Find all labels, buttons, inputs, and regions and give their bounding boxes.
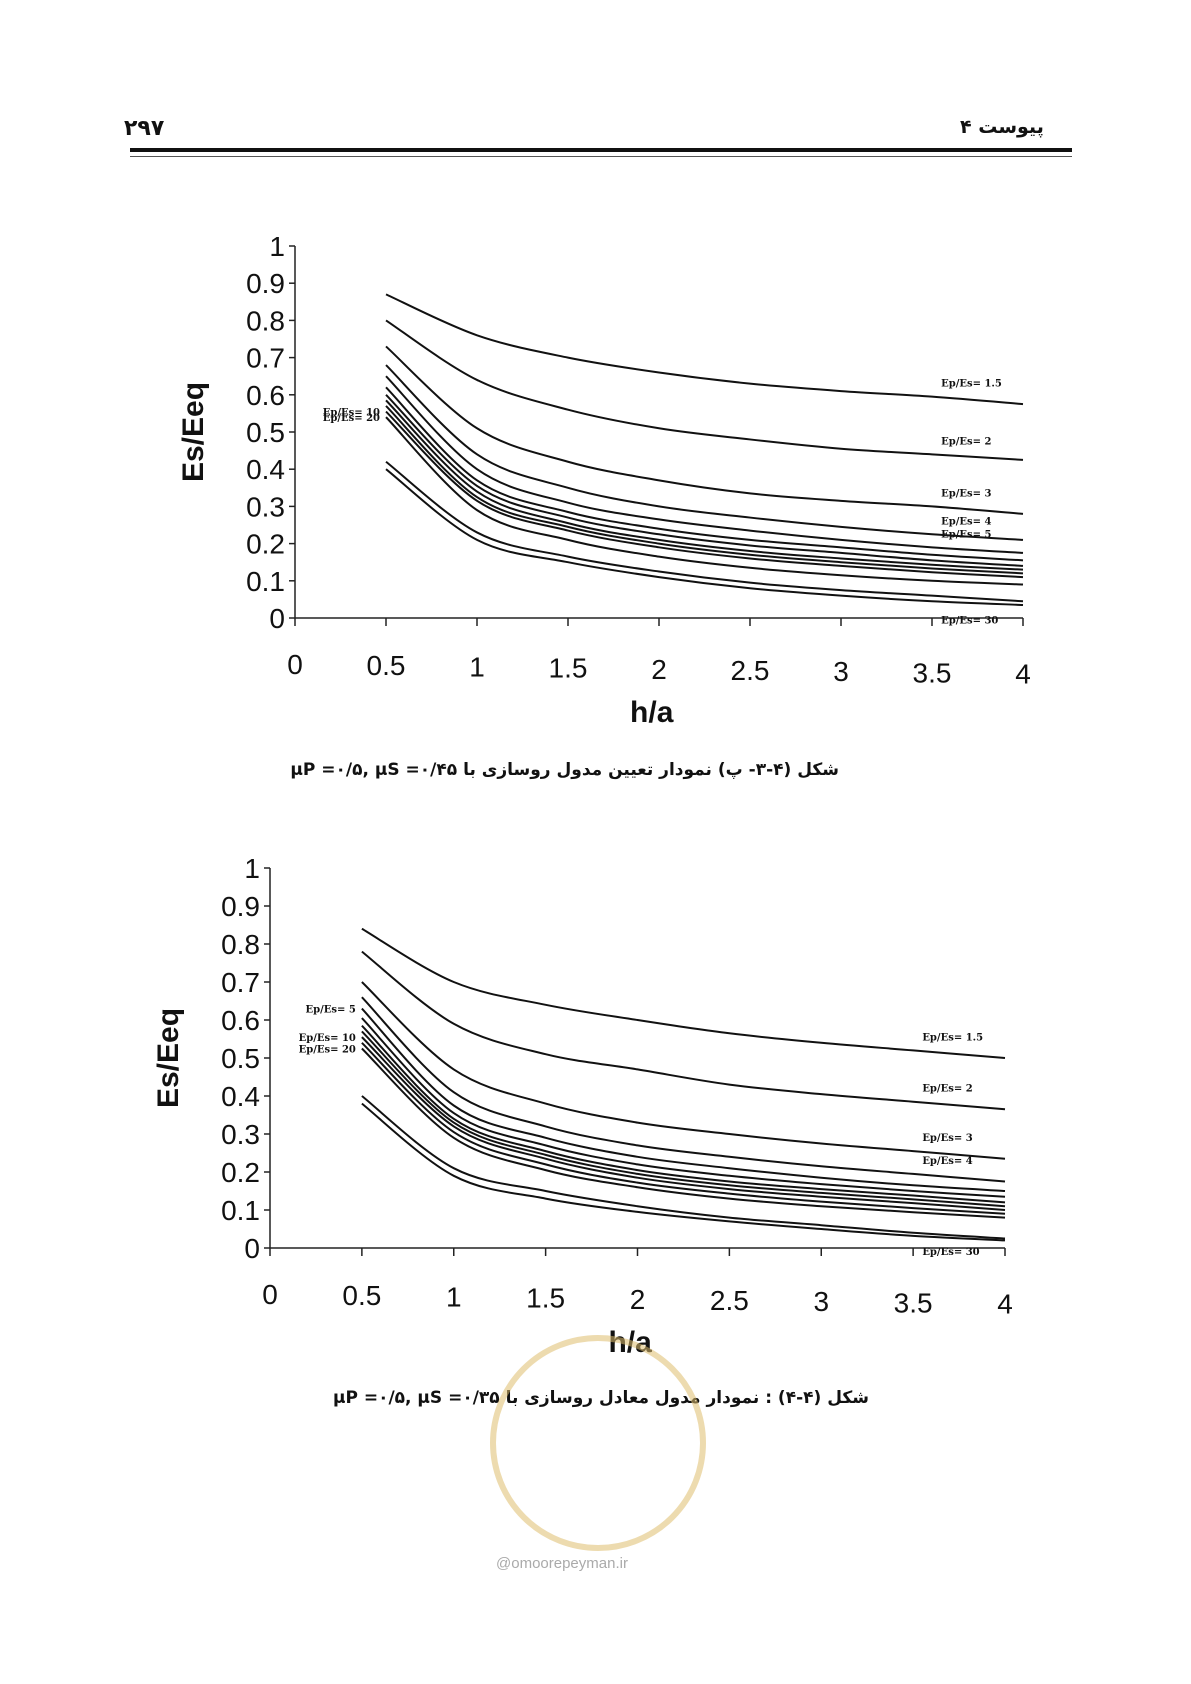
series-line-0 xyxy=(385,293,1024,406)
y-tick-label: 0.2 xyxy=(221,1157,260,1188)
x-tick-label: 2.5 xyxy=(710,1285,749,1316)
series-line-1 xyxy=(361,950,1006,1111)
x-tick-label: 0 xyxy=(287,649,303,680)
x-tick-label: 2.5 xyxy=(731,655,770,686)
chart-ep-es-curves-b: 0 0.1 0.2 0.3 0.4 0.5 0.6 0.7 0.8 0.9 1 0 0.5 1 1.5 2 2.… xyxy=(152,853,1013,1359)
series-line-11 xyxy=(361,1095,1006,1240)
series-line-4 xyxy=(385,375,1024,554)
series-line-2 xyxy=(361,981,1006,1160)
x-tick-label: 3 xyxy=(833,656,849,687)
x-tick-label: 0.5 xyxy=(367,650,406,681)
x-axis-label: h/a xyxy=(630,696,674,729)
x-tick-label: 1.5 xyxy=(526,1283,565,1314)
x-tick-label: 4 xyxy=(997,1289,1013,1320)
watermark-url: @omoorepeyman.ir xyxy=(496,1555,628,1572)
curve-label: Ep/Es= 3 xyxy=(941,488,991,499)
y-tick-label: 0.7 xyxy=(246,343,285,374)
y-tick-label: 0.6 xyxy=(221,1005,260,1036)
y-tick-label: 0.2 xyxy=(246,529,285,560)
x-tick-label: 3.5 xyxy=(894,1287,933,1318)
series-line-8 xyxy=(385,405,1024,575)
x-tick-label: 0 xyxy=(262,1279,278,1310)
y-axis-label: Es/Eeq xyxy=(177,382,210,482)
curve-label: Ep/Es= 2 xyxy=(941,436,991,447)
curve-label: Ep/Es= 20 xyxy=(299,1045,356,1056)
series-line-11 xyxy=(385,460,1024,603)
x-tick-label: 1 xyxy=(446,1281,462,1312)
y-tick-label: 0.4 xyxy=(221,1081,260,1112)
curve-label: Ep/Es= 20 xyxy=(323,413,380,424)
curve-label: Ep/Es= 30 xyxy=(941,615,998,626)
curve-label: Ep/Es= 2 xyxy=(922,1084,972,1095)
series-line-6 xyxy=(361,1024,1006,1204)
y-tick-label: 0.3 xyxy=(246,491,285,522)
curve-label: Ep/Es= 30 xyxy=(922,1247,979,1258)
series-line-7 xyxy=(385,399,1024,571)
y-tick-label: 0.9 xyxy=(221,891,260,922)
page-number: ۲۹۷ xyxy=(124,116,165,141)
y-tick-label: 0.5 xyxy=(246,417,285,448)
series-line-9 xyxy=(361,1042,1006,1215)
x-tick-label: 3 xyxy=(813,1286,829,1317)
series-line-0 xyxy=(361,927,1006,1059)
curve-label: Ep/Es= 4 xyxy=(922,1156,972,1167)
y-axis-label: Es/Eeq xyxy=(152,1008,185,1108)
y-tick-label: 0.1 xyxy=(246,566,285,597)
header-rule xyxy=(130,148,1072,152)
y-tick-label: 0.1 xyxy=(221,1195,260,1226)
curve-label: Ep/Es= 4 xyxy=(941,516,991,527)
y-tick-label: 0 xyxy=(269,603,285,634)
series-line-10 xyxy=(361,1047,1006,1219)
y-tick-label: 0.5 xyxy=(221,1043,260,1074)
series-line-5 xyxy=(361,1017,1006,1198)
section-title: پیوست ۴ xyxy=(960,116,1044,138)
figure-caption-a: شکل (۴-۳- پ) نمودار تعیین مدول روسازی با… xyxy=(290,760,839,780)
x-tick-label: 3.5 xyxy=(913,657,952,688)
y-tick-label: 0.3 xyxy=(221,1119,260,1150)
curve-label: Ep/Es= 10 xyxy=(299,1033,356,1044)
y-tick-label: 1 xyxy=(269,231,285,262)
series-line-8 xyxy=(361,1036,1006,1211)
series-line-12 xyxy=(385,468,1024,606)
series-line-4 xyxy=(361,1007,1006,1192)
chart-ep-es-curves-a: 0 0.1 0.2 0.3 0.4 0.5 0.6 0.7 0.8 0.9 1 0 0.5 1 1.5 2 2.… xyxy=(177,231,1031,729)
curve-label: Ep/Es= 1.5 xyxy=(941,379,1002,390)
series-line-6 xyxy=(385,394,1024,567)
series-line-7 xyxy=(361,1030,1006,1208)
series-line-2 xyxy=(385,345,1024,515)
y-tick-label: 0.6 xyxy=(246,380,285,411)
y-tick-label: 0.7 xyxy=(221,967,260,998)
x-tick-label: 0.5 xyxy=(342,1280,381,1311)
y-tick-label: 0 xyxy=(244,1233,260,1264)
y-tick-label: 0.9 xyxy=(246,268,285,299)
series-line-3 xyxy=(385,364,1024,541)
x-tick-label: 2 xyxy=(651,654,667,685)
series-line-9 xyxy=(385,410,1024,579)
series-line-3 xyxy=(361,996,1006,1183)
series-line-5 xyxy=(385,386,1024,562)
x-tick-label: 2 xyxy=(630,1284,646,1315)
y-tick-label: 1 xyxy=(244,853,260,884)
curve-label: Ep/Es= 5 xyxy=(941,529,991,540)
series-line-1 xyxy=(385,319,1024,461)
series-line-12 xyxy=(361,1102,1006,1242)
curve-label: Ep/Es= 5 xyxy=(306,1005,356,1016)
watermark-seal xyxy=(490,1335,706,1551)
series-line-10 xyxy=(385,416,1024,586)
x-tick-label: 4 xyxy=(1015,659,1031,690)
curve-label: Ep/Es= 1.5 xyxy=(922,1032,983,1043)
curve-label: Ep/Es= 10 xyxy=(323,408,380,419)
y-tick-label: 0.8 xyxy=(246,305,285,336)
y-tick-label: 0.8 xyxy=(221,929,260,960)
y-tick-label: 0.4 xyxy=(246,454,285,485)
x-tick-label: 1.5 xyxy=(549,653,588,684)
curve-label: Ep/Es= 3 xyxy=(922,1133,972,1144)
header-rule-thin xyxy=(130,156,1072,157)
x-tick-label: 1 xyxy=(469,651,485,682)
